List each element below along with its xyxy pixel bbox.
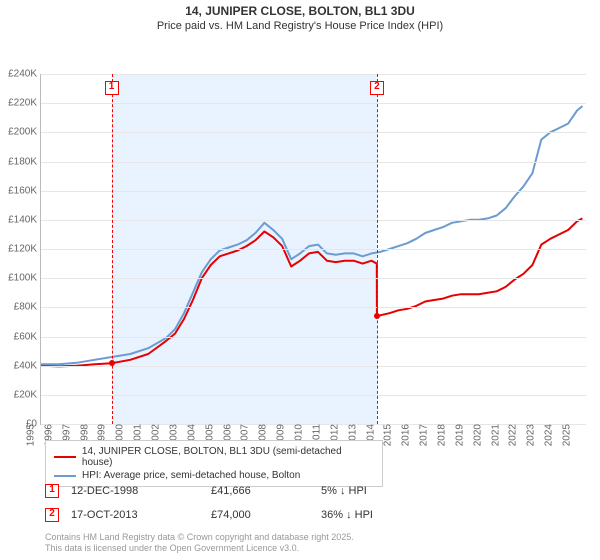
- chart-subtitle: Price paid vs. HM Land Registry's House …: [0, 18, 600, 32]
- footer-cell: 12-DEC-1998: [71, 485, 211, 497]
- y-tick-label: £140K: [8, 214, 41, 225]
- event-marker: 2: [370, 81, 384, 95]
- legend-swatch: [54, 456, 76, 458]
- x-tick-label: 2025: [559, 424, 572, 446]
- gridline: [41, 191, 586, 192]
- gridline: [41, 278, 586, 279]
- footer-marker: 1: [45, 484, 59, 498]
- event-marker: 1: [105, 81, 119, 95]
- sale-point: [374, 313, 380, 319]
- y-tick-label: £60K: [14, 331, 41, 342]
- attribution-line2: This data is licensed under the Open Gov…: [45, 543, 354, 554]
- series-hpi: [41, 106, 582, 364]
- y-tick-label: £220K: [8, 98, 41, 109]
- footer-cell: £41,666: [211, 485, 321, 497]
- legend: 14, JUNIPER CLOSE, BOLTON, BL1 3DU (semi…: [45, 440, 383, 487]
- sale-footer-row: 1 12-DEC-1998£41,6665% ↓ HPI: [45, 484, 431, 498]
- x-tick-label: 2016: [399, 424, 412, 446]
- sale-point: [109, 360, 115, 366]
- x-tick-label: 2022: [506, 424, 519, 446]
- y-tick-label: £40K: [14, 360, 41, 371]
- gridline: [41, 366, 586, 367]
- x-tick-label: 2020: [470, 424, 483, 446]
- footer-cell: £74,000: [211, 509, 321, 521]
- x-tick-label: 1995: [23, 424, 36, 446]
- gridline: [41, 249, 586, 250]
- y-tick-label: £200K: [8, 127, 41, 138]
- x-tick-label: 2019: [452, 424, 465, 446]
- y-tick-label: £180K: [8, 156, 41, 167]
- footer-cell: 5% ↓ HPI: [321, 485, 431, 497]
- gridline: [41, 132, 586, 133]
- chart-title: 14, JUNIPER CLOSE, BOLTON, BL1 3DU: [0, 0, 600, 18]
- legend-swatch: [54, 475, 76, 477]
- y-tick-label: £100K: [8, 273, 41, 284]
- legend-label: HPI: Average price, semi-detached house,…: [82, 470, 300, 481]
- plot-area: £0£20K£40K£60K£80K£100K£120K£140K£160K£1…: [40, 74, 586, 425]
- event-vline: [377, 74, 378, 424]
- gridline: [41, 162, 586, 163]
- footer-marker: 2: [45, 508, 59, 522]
- series-property: [41, 218, 582, 366]
- gridline: [41, 220, 586, 221]
- event-vline: [112, 74, 113, 424]
- gridline: [41, 103, 586, 104]
- x-tick-label: 2024: [542, 424, 555, 446]
- x-tick-label: 2023: [524, 424, 537, 446]
- legend-item: 14, JUNIPER CLOSE, BOLTON, BL1 3DU (semi…: [54, 445, 374, 469]
- x-tick-label: 2018: [434, 424, 447, 446]
- legend-label: 14, JUNIPER CLOSE, BOLTON, BL1 3DU (semi…: [82, 446, 374, 468]
- gridline: [41, 395, 586, 396]
- attribution: Contains HM Land Registry data © Crown c…: [45, 532, 354, 555]
- legend-item: HPI: Average price, semi-detached house,…: [54, 469, 374, 482]
- footer-cell: 36% ↓ HPI: [321, 509, 431, 521]
- x-tick-label: 2017: [416, 424, 429, 446]
- y-tick-label: £160K: [8, 185, 41, 196]
- footer-cell: 17-OCT-2013: [71, 509, 211, 521]
- y-tick-label: £120K: [8, 244, 41, 255]
- gridline: [41, 337, 586, 338]
- gridline: [41, 307, 586, 308]
- y-tick-label: £240K: [8, 69, 41, 80]
- y-tick-label: £20K: [14, 389, 41, 400]
- x-tick-label: 2021: [488, 424, 501, 446]
- y-tick-label: £80K: [14, 302, 41, 313]
- attribution-line1: Contains HM Land Registry data © Crown c…: [45, 532, 354, 543]
- sale-footer-row: 2 17-OCT-2013£74,00036% ↓ HPI: [45, 508, 431, 522]
- gridline: [41, 74, 586, 75]
